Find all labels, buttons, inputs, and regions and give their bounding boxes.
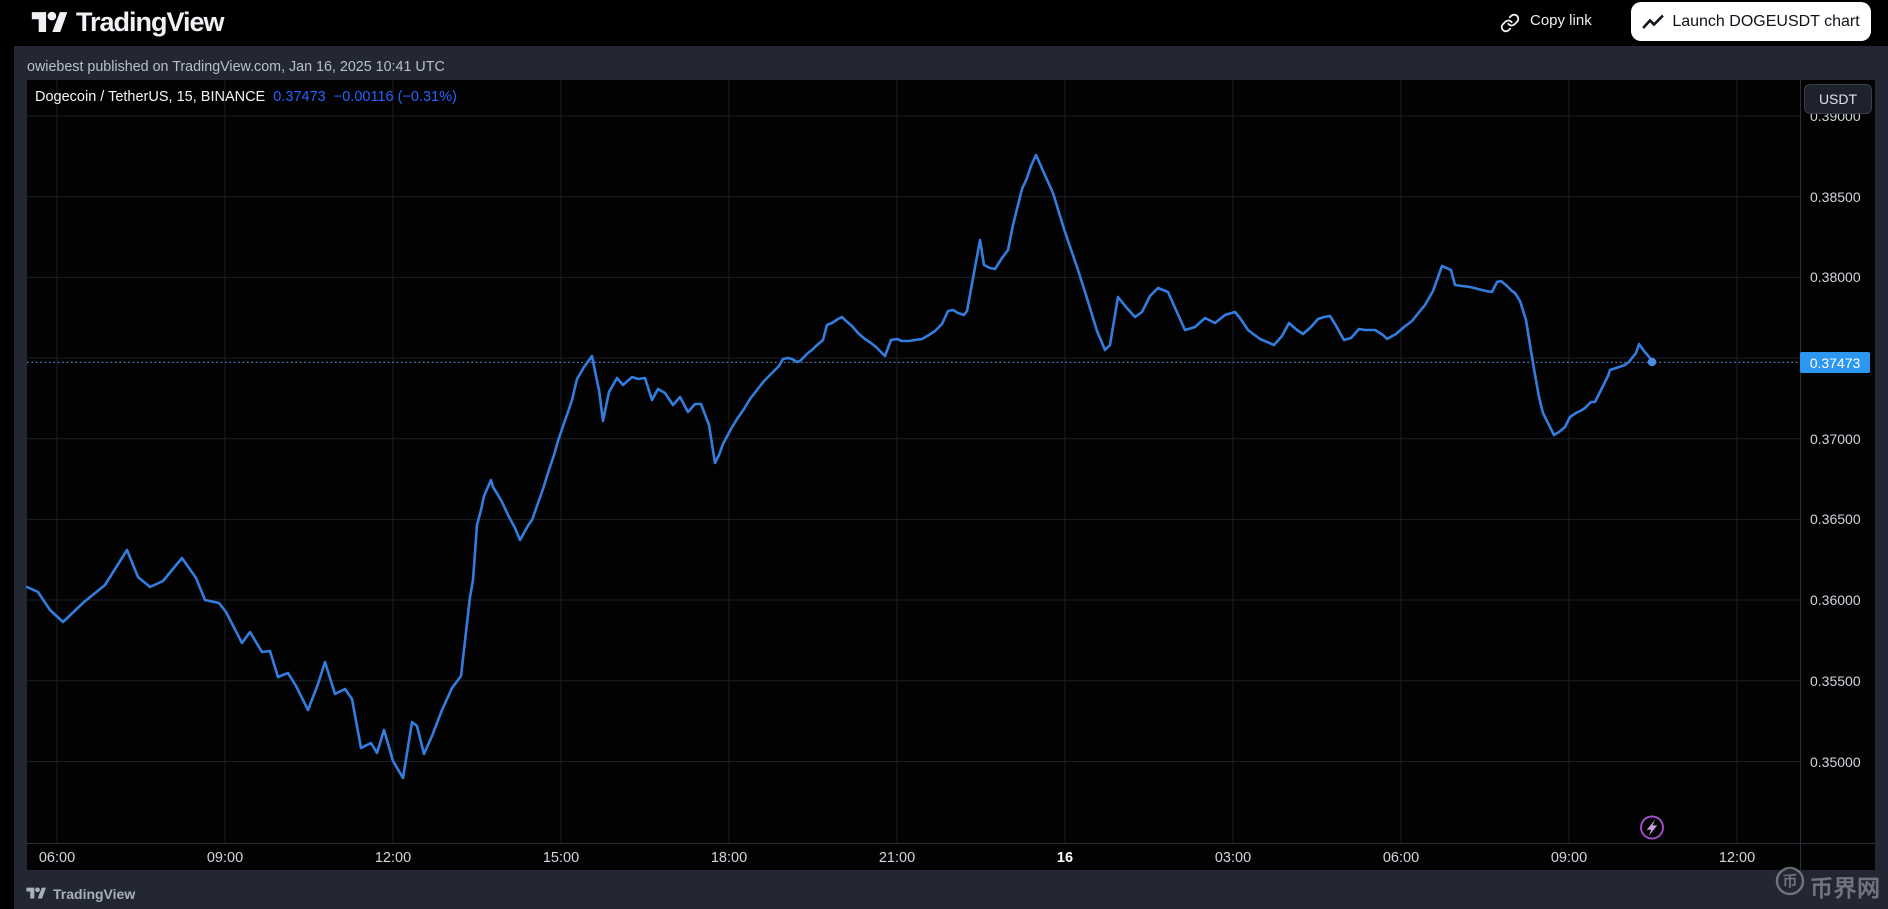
svg-text:币: 币 [1782,873,1797,890]
